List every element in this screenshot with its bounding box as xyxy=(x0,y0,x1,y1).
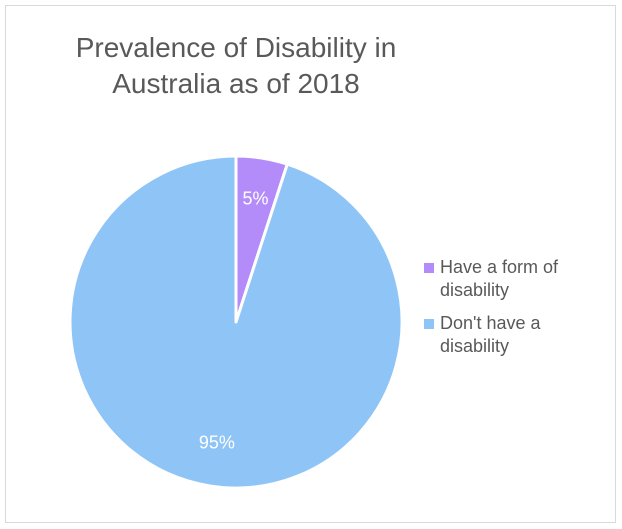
legend-item-no-disability: Don't have a disability xyxy=(424,312,604,358)
slice-no-disability xyxy=(68,154,404,490)
legend-swatch-no-disability xyxy=(424,319,434,329)
legend: Have a form of disability Don't have a d… xyxy=(424,256,604,368)
data-label-no-disability: 95% xyxy=(199,432,235,452)
legend-label-no-disability: Don't have a disability xyxy=(440,313,541,356)
data-label-disability: 5% xyxy=(243,189,269,209)
legend-label-disability: Have a form of disability xyxy=(440,257,559,300)
legend-swatch-disability xyxy=(424,263,434,273)
chart-title: Prevalence of Disability in Australia as… xyxy=(75,32,397,99)
legend-item-disability: Have a form of disability xyxy=(424,256,604,302)
